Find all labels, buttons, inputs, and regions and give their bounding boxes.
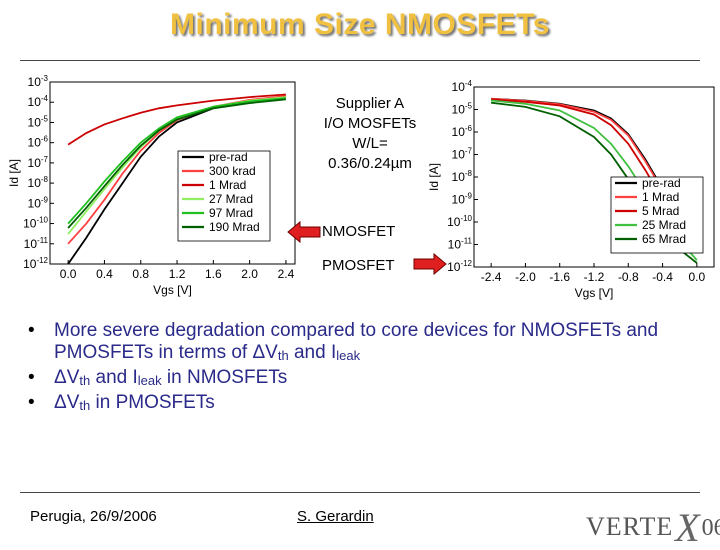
y-tick-label: 10-7 xyxy=(452,147,473,162)
supplier-label: Supplier A xyxy=(335,95,405,112)
bullet-item: • ΔVth and Ileak in NMOSFETs xyxy=(28,367,288,388)
footer-author: S. Gerardin xyxy=(297,508,374,525)
y-tick-label: 10-9 xyxy=(452,192,473,207)
y-tick-label: 10-10 xyxy=(23,216,48,231)
y-tick-label: 10-12 xyxy=(23,256,48,271)
legend-label: 65 Mrad xyxy=(642,232,686,246)
y-tick-label: 10-9 xyxy=(28,195,49,210)
series-line xyxy=(67,98,286,229)
bullet-dot: • xyxy=(28,367,35,388)
y-tick-label: 10-4 xyxy=(28,94,49,109)
y-tick-label: 10-3 xyxy=(28,74,49,89)
bullet-dot: • xyxy=(28,392,35,413)
x-tick-label: 0.4 xyxy=(96,267,113,281)
x-tick-label: -0.8 xyxy=(618,270,639,284)
top-divider xyxy=(20,60,700,61)
bullet-dot: • xyxy=(28,320,35,341)
y-tick-label: 10-8 xyxy=(452,169,473,184)
bullet-item: • More severe degradation compared to co… xyxy=(28,320,659,363)
y-axis-label: Id [A] xyxy=(7,159,21,187)
footer-location-date: Perugia, 26/9/2006 xyxy=(30,508,157,525)
x-tick-label: 0.0 xyxy=(689,270,706,284)
legend-label: 25 Mrad xyxy=(642,218,686,232)
left-arrow-icon xyxy=(287,220,321,244)
legend-label: pre-rad xyxy=(209,150,248,164)
y-axis-label: Id [A] xyxy=(427,163,441,191)
legend-label: 97 Mrad xyxy=(209,206,253,220)
y-tick-label: 10-5 xyxy=(452,102,473,117)
y-tick-label: 10-11 xyxy=(448,237,473,252)
x-tick-label: 0.0 xyxy=(60,267,77,281)
nmosfet-label: NMOSFET xyxy=(322,223,396,240)
x-tick-label: 1.2 xyxy=(169,267,186,281)
x-axis-label: Vgs [V] xyxy=(575,286,614,300)
x-tick-label: 2.0 xyxy=(241,267,258,281)
slide-title: Minimum Size NMOSFETs xyxy=(170,8,550,41)
bullet-item: • ΔVth in PMOSFETs xyxy=(28,392,215,413)
y-tick-label: 10-8 xyxy=(28,175,49,190)
x-tick-label: -1.2 xyxy=(584,270,605,284)
x-tick-label: -1.6 xyxy=(549,270,570,284)
nmosfet-chart: 0.0 0.4 0.8 1.2 1.6 2.0 2.4 10-3 10-4 10-5 10-6 10-… xyxy=(7,74,296,297)
pmosfet-chart: -2.4 -2.0 -1.6 -1.2 -0.8 -0.4 0.0 10-4 10-5 10-6 1… xyxy=(427,79,715,300)
y-tick-label: 10-12 xyxy=(447,259,472,274)
vertex-logo: VERTEX06 xyxy=(586,505,720,550)
legend-label: 300 krad xyxy=(209,164,256,178)
y-tick-label: 10-6 xyxy=(452,124,473,139)
x-tick-label: -2.4 xyxy=(481,270,502,284)
bottom-divider xyxy=(20,492,700,493)
wl-label: W/L= xyxy=(352,135,388,152)
y-tick-label: 10-7 xyxy=(28,155,49,170)
legend-label: 1 Mrad xyxy=(642,190,679,204)
device-info: Supplier A I/O MOSFETs W/L= 0.36/0.24µm xyxy=(300,94,440,174)
y-tick-label: 10-5 xyxy=(28,114,49,129)
x-axis-label: Vgs [V] xyxy=(153,283,192,297)
y-tick-label: 10-10 xyxy=(447,214,472,229)
right-arrow-icon xyxy=(413,252,447,276)
x-tick-label: 1.6 xyxy=(205,267,222,281)
y-tick-label: 10-6 xyxy=(28,135,49,150)
pmosfet-label: PMOSFET xyxy=(322,257,395,274)
series-line xyxy=(67,93,286,146)
y-tick-label: 10-11 xyxy=(24,236,49,251)
x-tick-label: 0.8 xyxy=(132,267,149,281)
legend-label: 190 Mrad xyxy=(209,220,260,234)
y-tick-label: 10-4 xyxy=(452,79,473,94)
legend-label: 27 Mrad xyxy=(209,192,253,206)
legend-label: 5 Mrad xyxy=(642,204,679,218)
series-line xyxy=(67,97,286,225)
x-tick-label: -0.4 xyxy=(652,270,673,284)
legend-label: pre-rad xyxy=(642,176,681,190)
device-type-label: I/O MOSFETs xyxy=(323,115,417,132)
legend-box xyxy=(610,176,704,254)
x-tick-label: 2.4 xyxy=(278,267,295,281)
bullet-list: • More severe degradation compared to co… xyxy=(28,320,708,417)
x-tick-label: -2.0 xyxy=(515,270,536,284)
legend-label: 1 Mrad xyxy=(209,178,246,192)
wl-value: 0.36/0.24µm xyxy=(328,155,412,172)
